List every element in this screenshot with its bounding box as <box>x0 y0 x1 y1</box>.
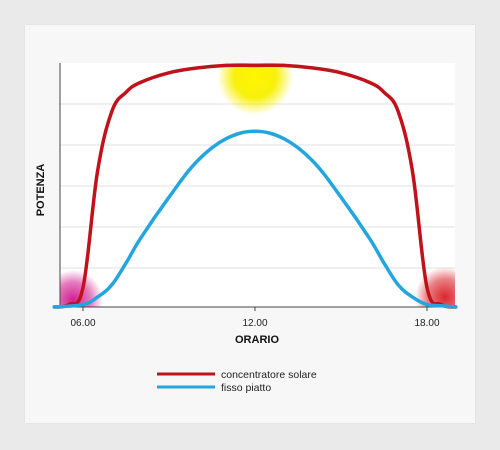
x-tick-label: 12.00 <box>242 318 267 329</box>
legend-label-concentratore: concentratore solare <box>221 369 317 381</box>
x-tick-label: 06.00 <box>70 318 95 329</box>
power-chart: 06.00 12.00 18.00 ORARIO POTENZA concent… <box>35 63 458 394</box>
sun-icon <box>217 63 293 115</box>
x-tick-labels: 06.00 12.00 18.00 <box>70 307 440 329</box>
chart-card: 06.00 12.00 18.00 ORARIO POTENZA concent… <box>25 25 475 423</box>
x-axis-title: ORARIO <box>235 334 279 346</box>
series-line-fisso <box>52 129 458 309</box>
x-tick-label: 18.00 <box>414 318 439 329</box>
legend: concentratore solare fisso piatto <box>157 369 317 394</box>
y-axis-title: POTENZA <box>35 164 47 217</box>
gridlines <box>60 103 455 269</box>
series-layer <box>52 63 458 309</box>
legend-label-fisso: fisso piatto <box>221 382 271 394</box>
series-line-concentratore <box>52 63 458 309</box>
